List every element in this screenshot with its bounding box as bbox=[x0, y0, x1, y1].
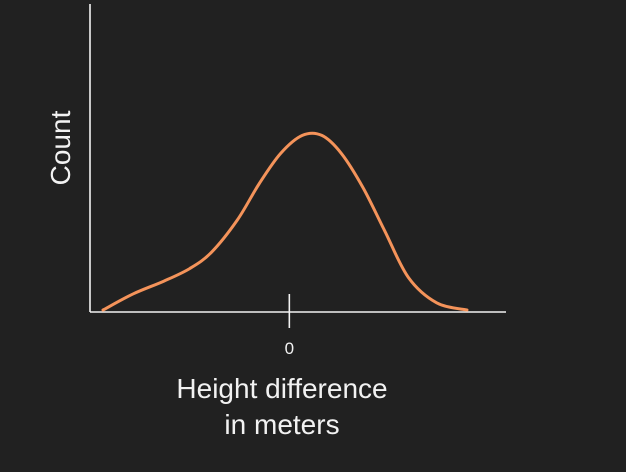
series-line bbox=[101, 131, 469, 312]
x-ticks: 0 bbox=[285, 294, 294, 358]
x-axis-label-line-1: Height difference bbox=[176, 373, 387, 404]
y-axis-label: Count bbox=[45, 110, 76, 185]
x-tick-label: 0 bbox=[285, 339, 294, 358]
x-axis-label-line-2: in meters bbox=[224, 409, 339, 440]
